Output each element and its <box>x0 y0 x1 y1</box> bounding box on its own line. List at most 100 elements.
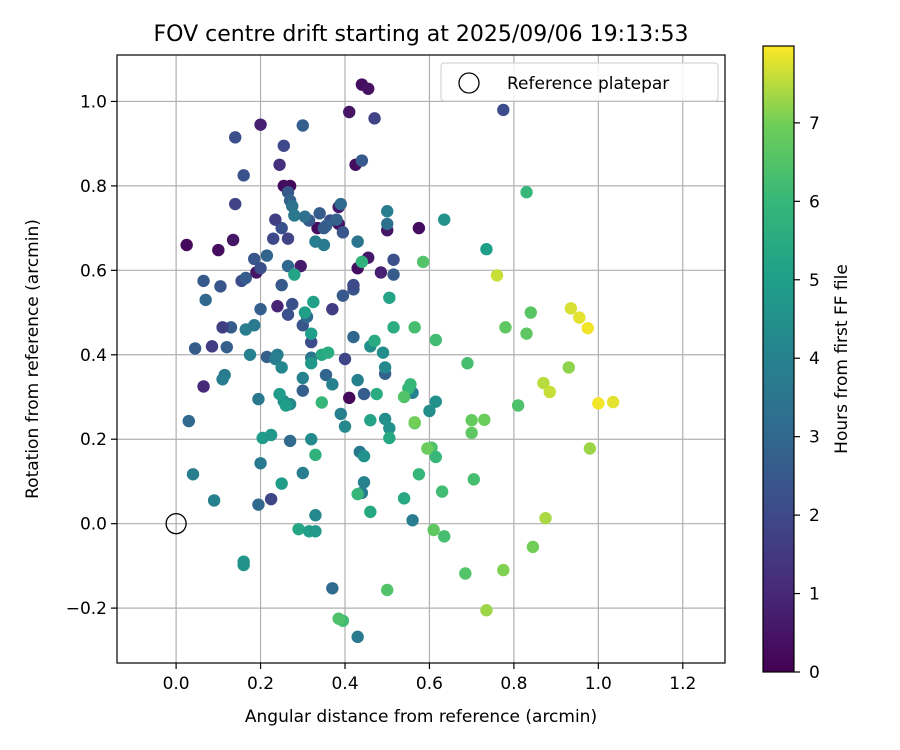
x-tick-label: 1.2 <box>669 674 696 694</box>
reference-platepar-marker <box>165 513 187 535</box>
legend-reference-marker <box>458 72 480 94</box>
colorbar-ticks: 0 1 2 3 4 5 6 7 <box>794 114 820 683</box>
data-point <box>254 457 267 470</box>
data-point <box>383 431 396 445</box>
data-point <box>254 302 267 316</box>
legend: Reference platepar <box>440 62 719 102</box>
data-point <box>376 346 390 359</box>
data-point <box>286 297 299 311</box>
data-point <box>338 352 352 366</box>
data-point <box>186 468 200 481</box>
data-point <box>412 221 426 235</box>
data-point <box>271 300 284 313</box>
data-point <box>317 221 331 235</box>
x-tick-label: 0.4 <box>331 674 358 694</box>
data-point <box>275 221 288 235</box>
data-point <box>273 158 286 171</box>
data-point <box>309 448 322 462</box>
data-point <box>319 368 333 382</box>
data-point <box>275 477 288 490</box>
data-point <box>321 346 335 359</box>
data-point <box>408 416 421 429</box>
data-point <box>368 112 381 125</box>
data-point <box>283 434 297 448</box>
data-point <box>583 442 597 455</box>
data-point <box>459 567 472 580</box>
colorbar-label: Hours from first FF file <box>832 264 852 454</box>
data-point <box>564 302 578 315</box>
data-point <box>435 485 449 498</box>
data-point <box>254 118 267 131</box>
data-point <box>423 404 436 418</box>
data-point <box>212 243 225 257</box>
chart-title: FOV centre drift starting at 2025/09/06 … <box>154 22 689 47</box>
data-point <box>309 509 322 522</box>
data-point <box>260 249 274 262</box>
data-point <box>421 442 434 455</box>
data-point <box>214 280 227 293</box>
legend-entry-reference: Reference platepar <box>507 74 669 94</box>
data-point <box>606 395 620 409</box>
data-point <box>362 82 375 95</box>
colorbar-tick-label: 7 <box>809 114 820 134</box>
data-point <box>296 466 309 480</box>
data-point <box>338 420 352 433</box>
data-point <box>281 232 295 245</box>
y-axis-ticks: −0.2 0.0 0.2 0.4 0.6 0.8 1.0 <box>66 92 117 619</box>
data-point <box>237 169 250 182</box>
data-point <box>273 387 286 401</box>
data-point <box>216 321 229 334</box>
data-point <box>351 235 364 248</box>
data-point <box>332 612 345 625</box>
data-point <box>309 525 322 538</box>
plot-frame <box>116 54 726 664</box>
data-point <box>305 327 318 340</box>
colorbar-tick-label: 3 <box>809 428 820 448</box>
data-point <box>592 397 605 410</box>
legend-box <box>440 62 719 102</box>
data-point <box>511 399 525 412</box>
data-point <box>465 414 478 427</box>
data-point <box>467 473 480 486</box>
data-point <box>438 213 451 226</box>
data-point <box>408 321 421 334</box>
data-point <box>383 291 396 304</box>
data-point <box>286 199 299 213</box>
colorbar-gradient <box>762 45 795 673</box>
data-point <box>347 278 360 292</box>
data-point <box>357 449 371 463</box>
data-point <box>478 413 491 426</box>
data-point <box>404 378 417 391</box>
data-point <box>499 321 512 334</box>
data-point <box>480 243 493 256</box>
data-point <box>317 238 331 252</box>
data-point <box>197 274 210 288</box>
data-point <box>370 387 383 401</box>
data-point <box>296 384 309 397</box>
data-point <box>239 271 252 285</box>
x-tick-label: 0.6 <box>416 674 443 694</box>
data-point <box>307 295 320 309</box>
data-point <box>197 380 210 393</box>
x-tick-label: 1.0 <box>585 674 612 694</box>
data-point <box>248 252 261 266</box>
y-tick-label: 0.4 <box>80 346 107 366</box>
data-point <box>387 268 400 281</box>
data-point <box>243 348 257 361</box>
data-point <box>497 563 510 577</box>
data-point <box>581 321 594 335</box>
data-point <box>351 373 364 387</box>
data-point <box>429 333 442 347</box>
data-point <box>562 361 575 374</box>
colorbar-tick-label: 0 <box>809 663 820 683</box>
data-point <box>343 391 356 405</box>
data-point <box>381 217 394 231</box>
data-point <box>298 210 312 223</box>
data-point <box>334 407 347 421</box>
data-point <box>383 422 396 435</box>
data-point <box>490 269 504 282</box>
reference-marker <box>165 513 187 535</box>
data-point <box>330 213 343 226</box>
data-point <box>288 268 301 281</box>
